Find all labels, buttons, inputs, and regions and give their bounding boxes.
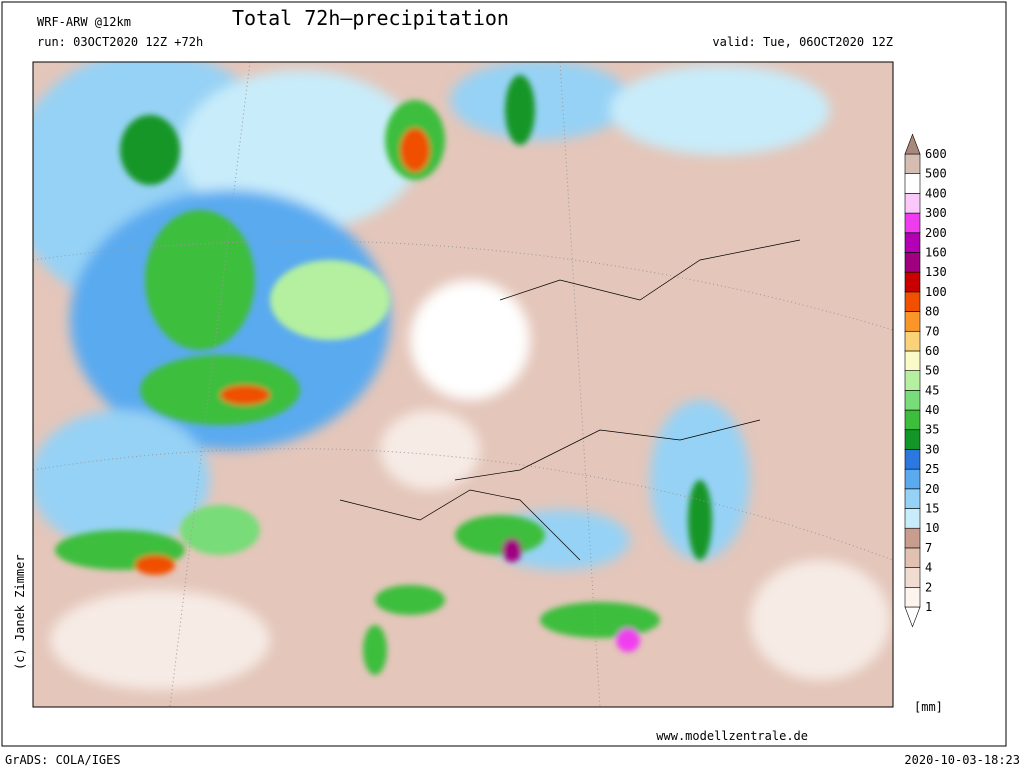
colorbar-label: 80 bbox=[925, 305, 939, 319]
website: www.modellzentrale.de bbox=[656, 729, 808, 743]
colorbar-label: 60 bbox=[925, 344, 939, 358]
precipitation-map bbox=[33, 62, 893, 707]
colorbar-box bbox=[904, 291, 921, 312]
colorbar-box bbox=[904, 488, 921, 509]
colorbar-box bbox=[904, 547, 921, 568]
colorbar: 1 2 4 7 10 15 20 25 30 35 40 45 50 60 70 80 100 130 160 200… bbox=[904, 133, 947, 628]
colorbar-label: 25 bbox=[925, 462, 939, 476]
colorbar-label: 400 bbox=[925, 186, 947, 200]
colorbar-label: 15 bbox=[925, 502, 939, 516]
colorbar-box bbox=[904, 232, 921, 253]
unit-label: [mm] bbox=[914, 700, 943, 714]
colorbar-box bbox=[904, 330, 921, 352]
colorbar-box bbox=[904, 271, 921, 293]
colorbar-label: 40 bbox=[925, 403, 939, 417]
colorbar-label: 2 bbox=[925, 580, 932, 594]
colorbar-box bbox=[904, 449, 921, 470]
colorbar-triangle bbox=[904, 133, 921, 155]
model-label: WRF-ARW @12km bbox=[37, 15, 131, 29]
colorbar-box bbox=[904, 311, 921, 332]
colorbar-label: 600 bbox=[925, 147, 947, 161]
map-frame bbox=[32, 61, 894, 708]
colorbar-box bbox=[904, 252, 921, 273]
colorbar-box bbox=[904, 409, 921, 431]
colorbar-label: 35 bbox=[925, 423, 939, 437]
colorbar-box bbox=[904, 153, 921, 174]
colorbar-label: 130 bbox=[925, 265, 947, 279]
colorbar-box bbox=[904, 193, 921, 214]
colorbar-box bbox=[904, 429, 921, 450]
colorbar-label: 100 bbox=[925, 285, 947, 299]
colorbar-label: 160 bbox=[925, 245, 947, 259]
colorbar-box bbox=[904, 390, 921, 411]
run-label: run: 03OCT2020 12Z +72h bbox=[37, 35, 203, 49]
colorbar-label: 45 bbox=[925, 383, 939, 397]
colorbar-label: 50 bbox=[925, 364, 939, 378]
colorbar-box bbox=[904, 173, 921, 194]
credit: (c) Janek Zimmer bbox=[13, 554, 27, 670]
colorbar-label: 20 bbox=[925, 482, 939, 496]
colorbar-label: 300 bbox=[925, 206, 947, 220]
title: Total 72h–precipitation bbox=[232, 6, 509, 30]
colorbar-box bbox=[904, 527, 921, 549]
colorbar-label: 70 bbox=[925, 324, 939, 338]
outer-frame bbox=[1, 1, 1007, 747]
colorbar-box bbox=[904, 587, 921, 608]
colorbar-box bbox=[904, 350, 921, 371]
colorbar-box bbox=[904, 567, 921, 588]
colorbar-box bbox=[904, 468, 921, 490]
colorbar-label: 200 bbox=[925, 226, 947, 240]
timestamp: 2020-10-03-18:23 bbox=[904, 753, 1020, 767]
colorbar-box bbox=[904, 212, 921, 234]
colorbar-label: 7 bbox=[925, 541, 932, 555]
colorbar-box bbox=[904, 508, 921, 529]
software: GrADS: COLA/IGES bbox=[5, 753, 121, 767]
colorbar-label: 30 bbox=[925, 442, 939, 456]
colorbar-box bbox=[904, 370, 921, 391]
valid-label: valid: Tue, 06OCT2020 12Z bbox=[712, 35, 893, 49]
colorbar-label: 10 bbox=[925, 521, 939, 535]
colorbar-label: 1 bbox=[925, 600, 932, 614]
colorbar-label: 500 bbox=[925, 167, 947, 181]
colorbar-triangle bbox=[904, 606, 921, 628]
colorbar-label: 4 bbox=[925, 561, 932, 575]
